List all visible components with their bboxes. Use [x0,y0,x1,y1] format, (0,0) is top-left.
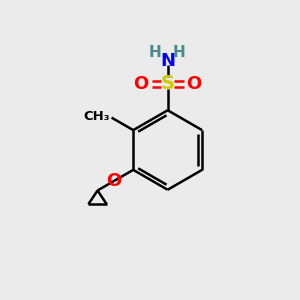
Text: S: S [161,74,175,93]
Text: O: O [187,75,202,93]
Text: N: N [160,52,175,70]
Text: O: O [106,172,122,190]
Text: CH₃: CH₃ [84,110,110,123]
Text: H: H [149,45,162,60]
Text: O: O [134,75,149,93]
Text: H: H [172,45,185,60]
